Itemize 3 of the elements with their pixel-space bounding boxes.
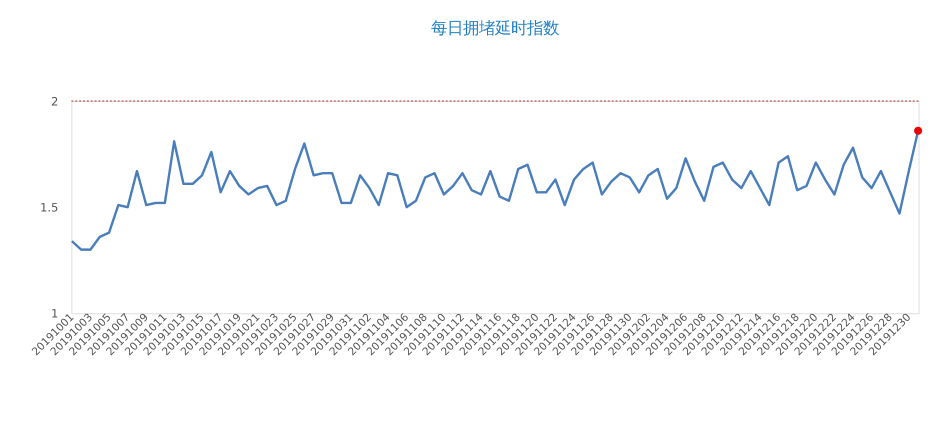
chart-title: 每日拥堵延时指数 (430, 18, 559, 38)
y-tick-label: 1.5 (40, 200, 58, 215)
y-tick-label: 2 (51, 94, 58, 108)
